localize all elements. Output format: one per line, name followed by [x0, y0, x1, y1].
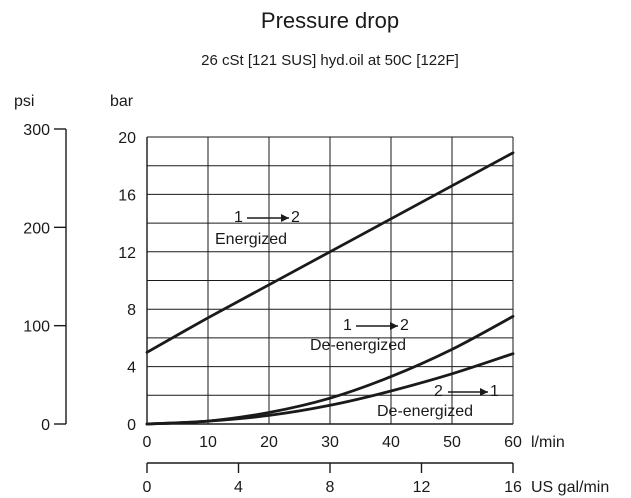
- annotation-de-energized-2-1-arrowhead: [480, 388, 488, 396]
- x-axis-label: l/min: [531, 434, 565, 451]
- y-tick-label: 12: [118, 245, 136, 262]
- y-tick-label: 4: [127, 360, 136, 377]
- x-secondary-tick-label: 0: [143, 479, 152, 496]
- annotation-de-energized-2-1-label: De-energized: [377, 403, 473, 420]
- x-tick-label: 0: [143, 434, 152, 451]
- y-secondary-tick-label: 0: [41, 417, 50, 434]
- y-tick-label: 8: [127, 302, 136, 319]
- chart-subtitle: 26 cSt [121 SUS] hyd.oil at 50C [122F]: [201, 52, 459, 69]
- annotation-energized-arrowhead: [281, 214, 289, 222]
- x-secondary-tick-label: 12: [413, 479, 431, 496]
- x-tick-label: 30: [321, 434, 339, 451]
- annotation-de-energized-2-1: 2 1 De-energized: [377, 383, 499, 420]
- annotation-energized-label: Energized: [215, 231, 287, 248]
- annotation-de-energized-2-1-to: 1: [490, 383, 499, 400]
- y-tick-label: 16: [118, 187, 136, 204]
- chart-title: Pressure drop: [261, 8, 399, 33]
- x-tick-label: 50: [443, 434, 461, 451]
- x-secondary-axis-label: US gal/min: [531, 479, 609, 496]
- x-secondary-tick-label: 8: [326, 479, 335, 496]
- series: [145, 151, 515, 426]
- x-secondary-tick-label: 16: [504, 479, 522, 496]
- x-tick-label: 40: [382, 434, 400, 451]
- series-line-3: [145, 352, 515, 426]
- y-secondary-tick-label: 100: [23, 319, 50, 336]
- series-line-1: [145, 151, 515, 354]
- annotation-energized-from: 1: [234, 209, 243, 226]
- y-secondary-tick-label: 200: [23, 220, 50, 237]
- x-secondary-tick-label: 4: [234, 479, 243, 496]
- x-tick-label: 10: [199, 434, 217, 451]
- annotation-de-energized-1-2-to: 2: [400, 317, 409, 334]
- grid: [147, 136, 514, 424]
- annotation-de-energized-1-2: 1 2 De-energized: [310, 317, 409, 354]
- annotation-de-energized-1-2-arrowhead: [390, 322, 398, 330]
- y-axis-label: bar: [110, 93, 134, 110]
- annotation-de-energized-1-2-label: De-energized: [310, 337, 406, 354]
- annotation-de-energized-1-2-from: 1: [343, 317, 352, 334]
- y-tick-label: 20: [118, 130, 136, 147]
- annotation-energized-to: 2: [291, 209, 300, 226]
- y-secondary-tick-label: 300: [23, 122, 50, 139]
- annotation-de-energized-2-1-from: 2: [434, 383, 443, 400]
- annotation-energized: 1 2 Energized: [215, 209, 300, 248]
- y-secondary-axis-label: psi: [14, 93, 34, 110]
- x-tick-label: 20: [260, 434, 278, 451]
- y-tick-label: 0: [127, 417, 136, 434]
- x-tick-label: 60: [504, 434, 522, 451]
